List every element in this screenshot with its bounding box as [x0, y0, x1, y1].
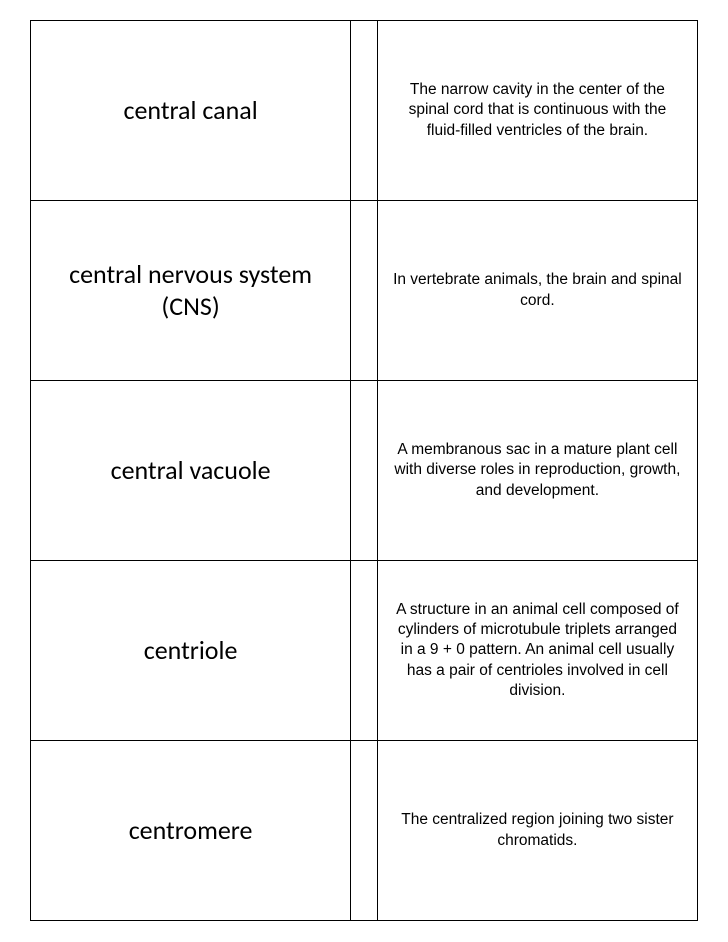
definition-text: The narrow cavity in the center of the s…: [390, 80, 685, 140]
term-cell: central vacuole: [31, 381, 351, 561]
term-text: central vacuole: [43, 455, 338, 486]
table-row: central canal The narrow cavity in the c…: [31, 21, 698, 201]
definition-cell: The centralized region joining two siste…: [377, 741, 697, 921]
spacer-cell: [351, 741, 378, 921]
definition-cell: The narrow cavity in the center of the s…: [377, 21, 697, 201]
term-cell: central nervous system (CNS): [31, 201, 351, 381]
term-cell: central canal: [31, 21, 351, 201]
table-row: central nervous system (CNS) In vertebra…: [31, 201, 698, 381]
table-row: central vacuole A membranous sac in a ma…: [31, 381, 698, 561]
definition-cell: In vertebrate animals, the brain and spi…: [377, 201, 697, 381]
term-text: central nervous system (CNS): [43, 259, 338, 321]
table-row: centriole A structure in an animal cell …: [31, 561, 698, 741]
definition-cell: A structure in an animal cell composed o…: [377, 561, 697, 741]
spacer-cell: [351, 381, 378, 561]
term-text: centriole: [43, 635, 338, 666]
term-cell: centriole: [31, 561, 351, 741]
definition-text: A membranous sac in a mature plant cell …: [390, 440, 685, 500]
spacer-cell: [351, 21, 378, 201]
term-cell: centromere: [31, 741, 351, 921]
definition-text: The centralized region joining two siste…: [390, 810, 685, 850]
term-text: centromere: [43, 815, 338, 846]
table-row: centromere The centralized region joinin…: [31, 741, 698, 921]
spacer-cell: [351, 561, 378, 741]
definition-text: In vertebrate animals, the brain and spi…: [390, 270, 685, 310]
glossary-table: central canal The narrow cavity in the c…: [30, 20, 698, 921]
definition-text: A structure in an animal cell composed o…: [390, 600, 685, 701]
spacer-cell: [351, 201, 378, 381]
definition-cell: A membranous sac in a mature plant cell …: [377, 381, 697, 561]
term-text: central canal: [43, 95, 338, 126]
